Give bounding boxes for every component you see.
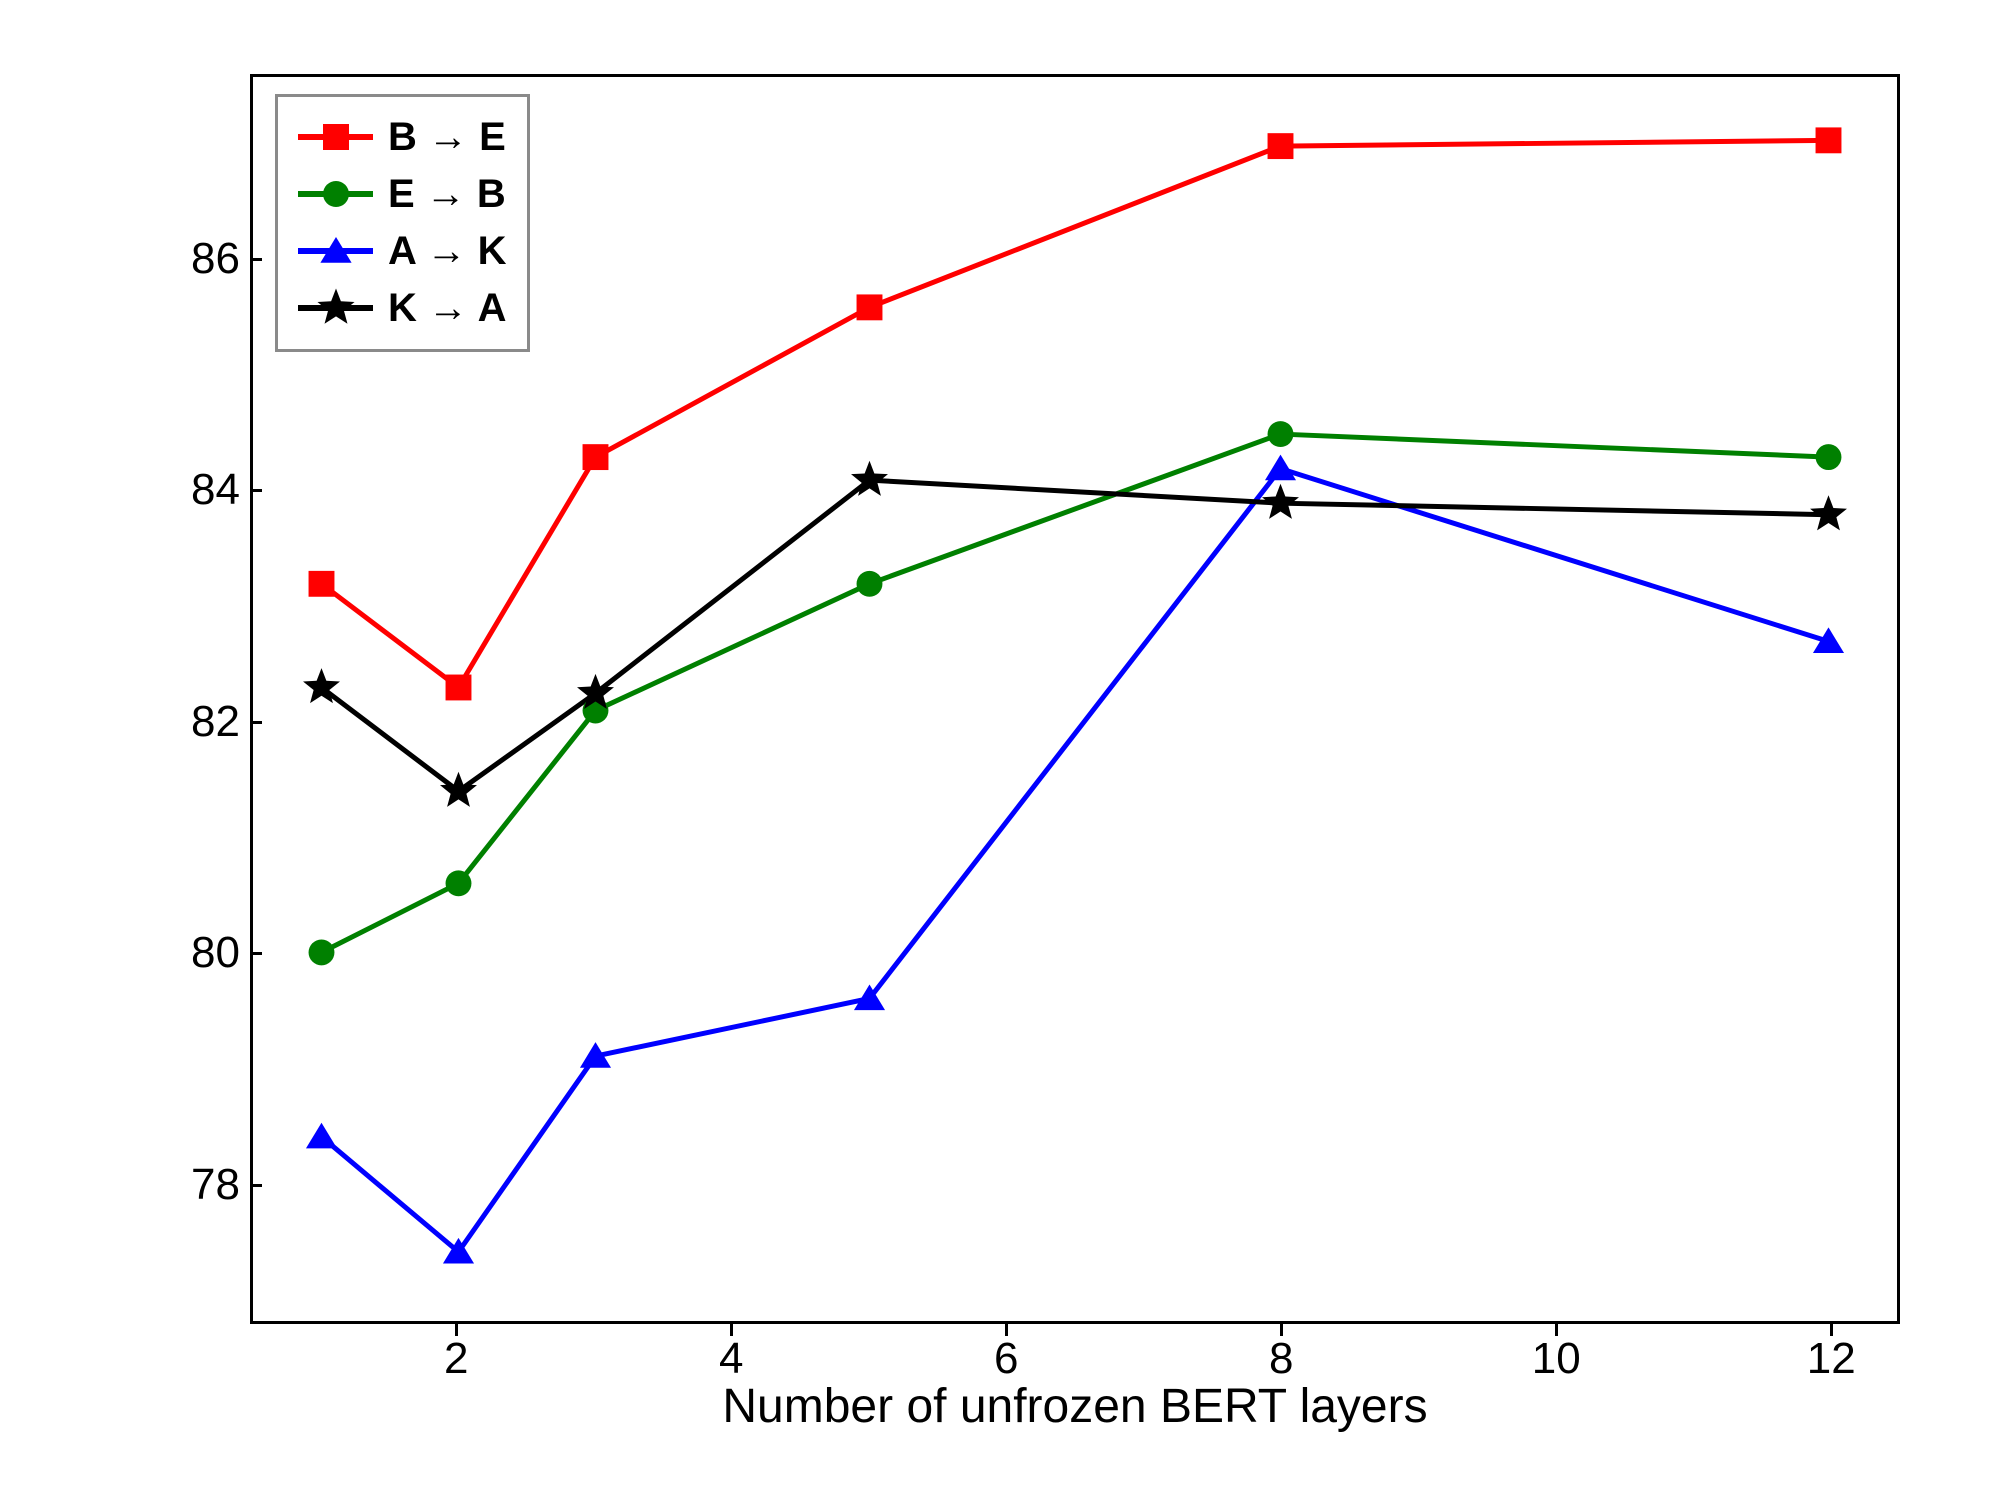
ytick-label: 84 bbox=[191, 465, 240, 515]
series-marker-0-5 bbox=[1816, 127, 1842, 153]
legend-marker-icon bbox=[323, 124, 349, 150]
series-marker-0-4 bbox=[1268, 133, 1294, 159]
series-marker-3-1 bbox=[440, 771, 477, 806]
series-marker-0-3 bbox=[857, 294, 883, 320]
legend-line-icon bbox=[298, 305, 373, 311]
legend-row-3: K → A bbox=[298, 280, 507, 337]
xtick-mark bbox=[1280, 1324, 1283, 1336]
series-marker-3-5 bbox=[1810, 495, 1847, 530]
ytick-mark bbox=[250, 952, 262, 955]
xtick-mark bbox=[455, 1324, 458, 1336]
legend-label: A → K bbox=[388, 229, 507, 274]
series-line-3 bbox=[322, 480, 1829, 791]
xtick-mark bbox=[1830, 1324, 1833, 1336]
series-line-2 bbox=[322, 468, 1829, 1251]
legend-marker-icon bbox=[317, 289, 354, 324]
series-marker-0-2 bbox=[583, 444, 609, 470]
legend: B → E E → B A → K K → A bbox=[275, 94, 530, 352]
series-marker-1-4 bbox=[1268, 421, 1294, 447]
xtick-label: 4 bbox=[719, 1334, 743, 1384]
ytick-mark bbox=[250, 489, 262, 492]
series-marker-2-4 bbox=[1265, 454, 1296, 480]
xtick-label: 12 bbox=[1807, 1334, 1856, 1384]
xtick-label: 2 bbox=[444, 1334, 468, 1384]
xtick-mark bbox=[1005, 1324, 1008, 1336]
legend-row-2: A → K bbox=[298, 223, 507, 280]
x-axis-label: Number of unfrozen BERT layers bbox=[250, 1379, 1900, 1434]
xtick-label: 10 bbox=[1532, 1334, 1581, 1384]
legend-label: B → E bbox=[388, 115, 506, 160]
series-marker-0-0 bbox=[309, 570, 335, 596]
xtick-label: 8 bbox=[1269, 1334, 1293, 1384]
series-line-0 bbox=[322, 140, 1829, 687]
series-marker-0-1 bbox=[446, 674, 472, 700]
series-marker-1-5 bbox=[1816, 444, 1842, 470]
legend-label: E → B bbox=[388, 172, 506, 217]
legend-line-icon bbox=[298, 134, 373, 140]
legend-line-icon bbox=[298, 191, 373, 197]
series-marker-1-0 bbox=[309, 939, 335, 965]
ytick-mark bbox=[250, 1184, 262, 1187]
ytick-label: 78 bbox=[191, 1160, 240, 1210]
legend-marker-icon bbox=[323, 181, 349, 207]
ytick-label: 82 bbox=[191, 697, 240, 747]
series-marker-1-3 bbox=[857, 570, 883, 596]
chart-container: Sentement Classification Accuracy Number… bbox=[50, 44, 1950, 1444]
legend-marker-icon bbox=[320, 237, 351, 263]
ytick-label: 86 bbox=[191, 234, 240, 284]
xtick-mark bbox=[1555, 1324, 1558, 1336]
series-marker-1-1 bbox=[446, 870, 472, 896]
ytick-label: 80 bbox=[191, 928, 240, 978]
xtick-mark bbox=[730, 1324, 733, 1336]
legend-row-0: B → E bbox=[298, 109, 507, 166]
ytick-mark bbox=[250, 721, 262, 724]
legend-label: K → A bbox=[388, 286, 507, 331]
series-marker-2-0 bbox=[306, 1122, 337, 1148]
legend-row-1: E → B bbox=[298, 166, 507, 223]
xtick-label: 6 bbox=[994, 1334, 1018, 1384]
ytick-mark bbox=[250, 258, 262, 261]
legend-line-icon bbox=[298, 248, 373, 254]
